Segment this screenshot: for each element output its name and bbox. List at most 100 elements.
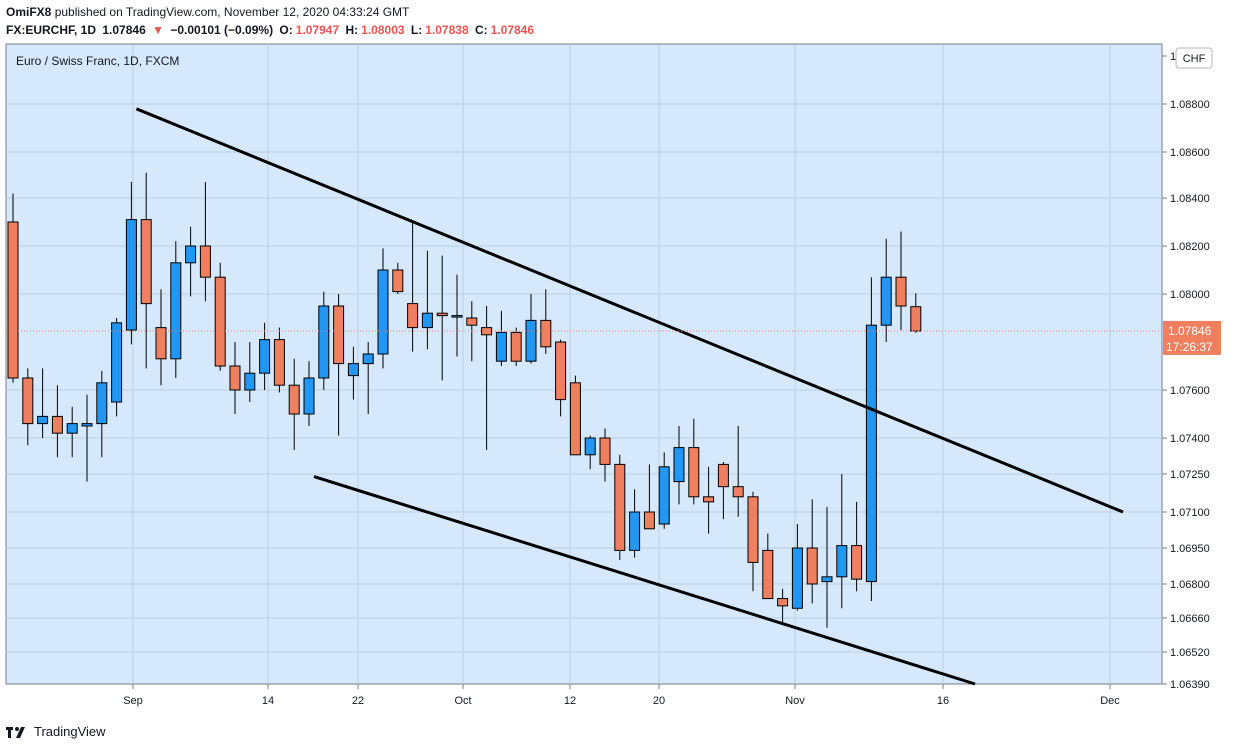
candle-body: [229, 365, 241, 391]
candle-body: [599, 437, 611, 465]
channel-trendline: [135, 107, 1124, 514]
candle-body: [569, 382, 581, 456]
candle-body: [851, 545, 863, 580]
plot-area[interactable]: [5, 43, 1163, 685]
candle-body: [777, 598, 789, 607]
candle-body: [791, 547, 803, 609]
y-tick-label: 1.08600: [1170, 147, 1210, 159]
y-tick-label: 1.06950: [1170, 543, 1210, 555]
y-tick-label: 1.07400: [1170, 433, 1210, 445]
x-tick-label: Dec: [1100, 695, 1120, 707]
x-tick-label: Nov: [785, 695, 805, 707]
y-tick-label: 1.06390: [1170, 679, 1210, 691]
open-value: 1.07947: [295, 23, 340, 37]
tradingview-logo[interactable]: TradingView: [6, 724, 106, 739]
candle-body: [81, 423, 93, 427]
price-badge: 1.07846 17:26:37: [1163, 320, 1221, 355]
candle-body: [865, 324, 877, 583]
x-tick-label: Sep: [123, 695, 143, 707]
y-tick-label: 1.08000: [1170, 289, 1210, 301]
candle-body: [273, 339, 285, 386]
published-text: published on TradingView.com, November 1…: [54, 5, 410, 19]
currency-badge[interactable]: CHF: [1175, 47, 1213, 69]
candle-body: [555, 341, 567, 401]
close-value: 1.07846: [490, 23, 535, 37]
candle-body: [125, 219, 137, 331]
candle-body: [836, 545, 848, 578]
high-label: H:: [345, 23, 359, 37]
candle-body: [37, 415, 49, 425]
candle-body: [895, 276, 907, 307]
candle-body: [495, 331, 507, 362]
y-tick-label: 1.08200: [1170, 241, 1210, 253]
candle-body: [214, 276, 226, 367]
last-price-text: 1.07846: [102, 23, 146, 37]
low-label: L:: [410, 23, 423, 37]
open-label: O:: [279, 23, 293, 37]
candle-body: [910, 306, 922, 332]
candle-body: [96, 382, 108, 425]
candle-body: [377, 269, 389, 355]
price-axis[interactable]: 1 1.08800 1.08600 1.08400 1.08200 1.08000 1.07…: [1162, 51, 1210, 691]
y-tick-label: 1: [1170, 51, 1176, 63]
candle-body: [510, 331, 522, 362]
candle-body: [658, 466, 670, 525]
candle-body: [880, 276, 892, 326]
candle-body: [7, 221, 19, 379]
candle-body: [407, 303, 419, 329]
candle-body: [51, 415, 63, 434]
grid-lines: [6, 44, 1162, 684]
time-axis[interactable]: Sep 14 22 Oct 12 20 Nov 16 Dec: [123, 684, 1120, 707]
down-arrow-icon: ▼: [152, 23, 164, 37]
candle-body: [688, 447, 700, 498]
close-label: C:: [474, 23, 488, 37]
candle-body: [199, 245, 211, 278]
candle-body: [362, 353, 374, 365]
y-tick-label: 1.07250: [1170, 469, 1210, 481]
y-tick-label: 1.06660: [1170, 613, 1210, 625]
candle-body: [747, 496, 759, 563]
candle-body: [421, 312, 433, 329]
candle-body: [303, 377, 315, 415]
candle-body: [244, 372, 256, 391]
y-tick-label: 1.08800: [1170, 99, 1210, 111]
x-tick-label: 22: [352, 695, 364, 707]
x-tick-label: 14: [262, 695, 274, 707]
candle-body: [732, 486, 744, 498]
candle-body: [333, 305, 345, 365]
candle-body: [392, 269, 404, 293]
candles-layer: [7, 172, 922, 628]
candlestick-chart[interactable]: Euro / Swiss Franc, 1D, FXCM 1 1.08800 1.0…: [0, 42, 1233, 718]
x-tick-label: 12: [564, 695, 576, 707]
change-text: −0.00101 (−0.09%): [170, 23, 274, 37]
candle-body: [762, 549, 774, 600]
candle-body: [170, 262, 182, 360]
brand-name: TradingView: [34, 724, 106, 739]
ohlc-legend: FX:EURCHF, 1D 1.07846 ▼ −0.00101 (−0.09%…: [6, 23, 537, 37]
candle-body: [155, 327, 167, 360]
channel-trendline: [313, 475, 976, 686]
candle-body: [525, 319, 537, 362]
candle-body: [22, 377, 34, 425]
x-tick-label: 16: [937, 695, 949, 707]
candle-body: [185, 245, 197, 264]
low-value: 1.07838: [425, 23, 469, 37]
candle-body: [821, 576, 833, 583]
publisher-name[interactable]: OmiFX8: [6, 5, 52, 19]
chart-header: OmiFX8 published on TradingView.com, Nov…: [0, 0, 1233, 44]
trendlines-layer: [135, 107, 1124, 686]
y-tick-label: 1.06800: [1170, 579, 1210, 591]
candle-body: [643, 511, 655, 530]
footer: TradingView: [0, 718, 1233, 750]
last-price-badge: 1.07846: [1168, 324, 1212, 338]
candle-body: [111, 322, 123, 403]
y-tick-label: 1.08400: [1170, 193, 1210, 205]
publish-info: OmiFX8 published on TradingView.com, Nov…: [6, 5, 409, 19]
candle-body: [540, 319, 552, 348]
high-value: 1.08003: [361, 23, 405, 37]
candle-body: [347, 363, 359, 377]
countdown-badge: 17:26:37: [1166, 340, 1213, 354]
currency-label: CHF: [1183, 53, 1206, 65]
y-tick-label: 1.07600: [1170, 385, 1210, 397]
candle-body: [673, 447, 685, 483]
